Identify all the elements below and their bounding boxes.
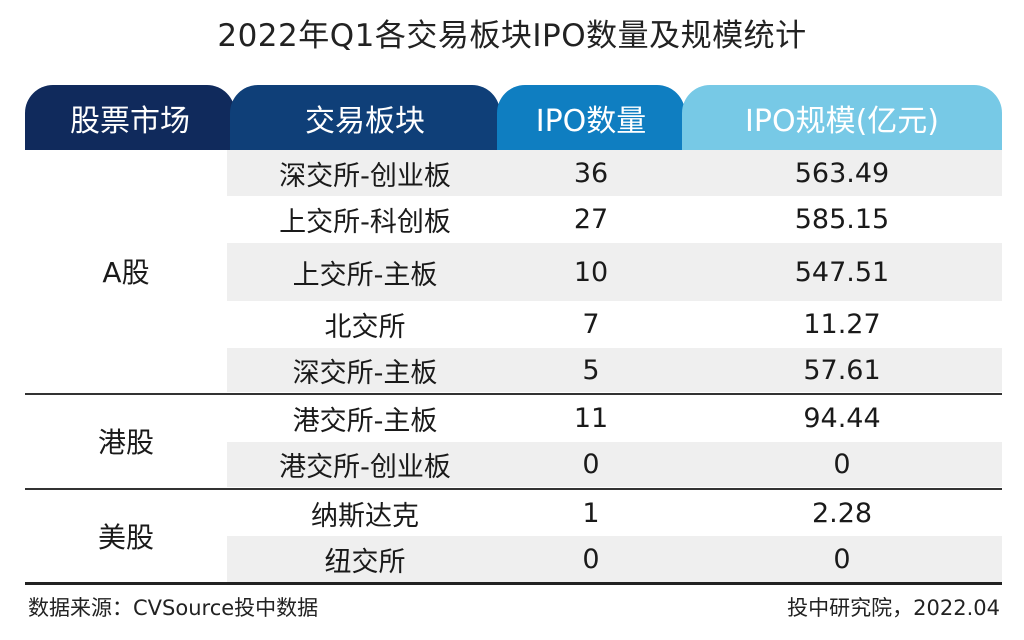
table-row: 上交所-科创板 27 585.15 [25,196,1002,243]
table-row: 港交所-创业板 0 0 [25,442,1002,487]
count-cell: 0 [582,449,600,480]
size-cell: 0 [833,449,851,480]
board-cell: 深交所-创业板 [279,160,451,192]
market-label-a-share: A股 [102,256,150,289]
count-cell: 10 [573,256,609,288]
header-board: 交易板块 [230,85,500,150]
group-divider [25,393,1002,395]
board-cell: 港交所-主板 [292,406,438,437]
size-cell: 11.27 [803,309,881,340]
header-count: IPO数量 [497,85,685,150]
table-row: 上交所-主板 10 547.51 [25,243,1002,301]
header-size: IPO规模(亿元) [682,85,1002,150]
size-cell: 547.51 [794,256,890,288]
board-cell: 深交所-主板 [292,357,438,389]
header-market: 股票市场 [25,85,235,150]
size-cell: 0 [833,543,851,575]
size-cell: 563.49 [794,157,890,189]
source-note: 数据来源：CVSource投中数据 [28,596,319,620]
table-row: 纳斯达克 1 2.28 [25,490,1002,536]
table-bottom-border [25,582,1002,585]
count-cell: 0 [582,543,600,575]
board-cell: 上交所-科创板 [279,207,451,238]
table-row: 深交所-创业板 36 563.49 [25,150,1002,196]
table-row: 港交所-主板 11 94.44 [25,395,1002,442]
market-label-hk: 港股 [97,426,154,459]
count-cell: 11 [573,403,609,434]
table-row: 纽交所 0 0 [25,536,1002,582]
market-label-us: 美股 [97,521,154,554]
board-cell: 纽交所 [324,546,406,578]
board-cell: 上交所-主板 [292,259,438,291]
count-cell: 36 [573,157,609,189]
count-cell: 5 [582,354,600,386]
board-cell: 纳斯达克 [311,500,419,532]
board-cell: 北交所 [324,312,406,343]
table-row: 深交所-主板 5 57.61 [25,348,1002,392]
count-cell: 7 [582,309,600,340]
group-divider [25,488,1002,490]
size-cell: 57.61 [803,354,881,386]
table-header: 股票市场 交易板块 IPO数量 IPO规模(亿元) [0,85,1024,150]
credit-note: 投中研究院，2022.04 [787,596,1000,620]
table-row: 北交所 7 11.27 [25,301,1002,348]
size-cell: 585.15 [794,204,890,235]
page-title: 2022年Q1各交易板块IPO数量及规模统计 [217,18,807,54]
board-cell: 港交所-创业板 [279,452,451,483]
size-cell: 2.28 [811,497,873,529]
count-cell: 1 [582,497,600,529]
count-cell: 27 [573,204,609,235]
size-cell: 94.44 [803,403,881,434]
